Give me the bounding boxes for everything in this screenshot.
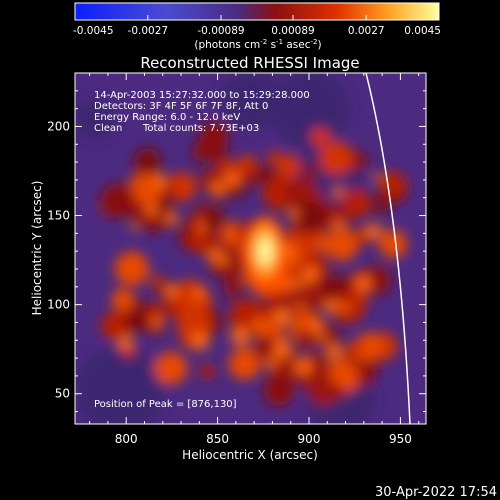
info-total-counts: Total counts: 7.73E+03: [142, 123, 259, 134]
x-tick-label: 900: [298, 432, 321, 446]
x-tick-label: 850: [206, 432, 229, 446]
colorbar-tick-label: 0.0027: [348, 25, 385, 37]
x-axis-label: Heliocentric X (arcsec): [182, 448, 318, 462]
colorbar-ticks: -0.0045 -0.0027 -0.00089 0.00089 0.0027 0.004…: [73, 15, 441, 37]
colorbar: [74, 2, 440, 21]
plot-frame: [74, 72, 427, 425]
solar-limb: [365, 73, 411, 424]
colorbar-unit: (photons cm-2 s-1 asec-2): [194, 38, 321, 51]
x-tick-label: 800: [115, 432, 138, 446]
y-tick-label: 100: [47, 298, 70, 312]
colorbar-tick-label: -0.00089: [197, 25, 244, 37]
y-tick-label: 50: [55, 387, 70, 401]
y-axis-label: Heliocentric Y (arcsec): [30, 181, 44, 316]
footer-date: 30-Apr-2022 17:54: [375, 485, 497, 500]
y-tick-label: 150: [47, 209, 70, 223]
y-tick-label: 200: [47, 119, 70, 133]
chart-title: Reconstructed RHESSI Image: [140, 54, 359, 72]
info-detectors: Detectors: 3F 4F 5F 6F 7F 8F, Att 0: [94, 101, 268, 112]
axis-ticks: 800 850 900 950 50 100 150 200: [47, 72, 426, 446]
info-time-range: 14-Apr-2003 15:27:32.000 to 15:29:28.000: [94, 90, 310, 101]
colorbar-tick-label: -0.0027: [128, 25, 169, 37]
info-peak: Position of Peak = [876,130]: [94, 399, 237, 410]
heatmap-image: [75, 73, 426, 424]
x-tick-label: 950: [389, 432, 412, 446]
colorbar-tick-label: -0.0045: [73, 25, 114, 37]
colorbar-tick-label: 0.00089: [271, 25, 314, 37]
colorbar-tick-label: 0.0045: [404, 25, 441, 37]
info-energy-range: Energy Range: 6.0 - 12.0 keV: [94, 112, 240, 123]
info-clean: Clean: [94, 123, 122, 134]
